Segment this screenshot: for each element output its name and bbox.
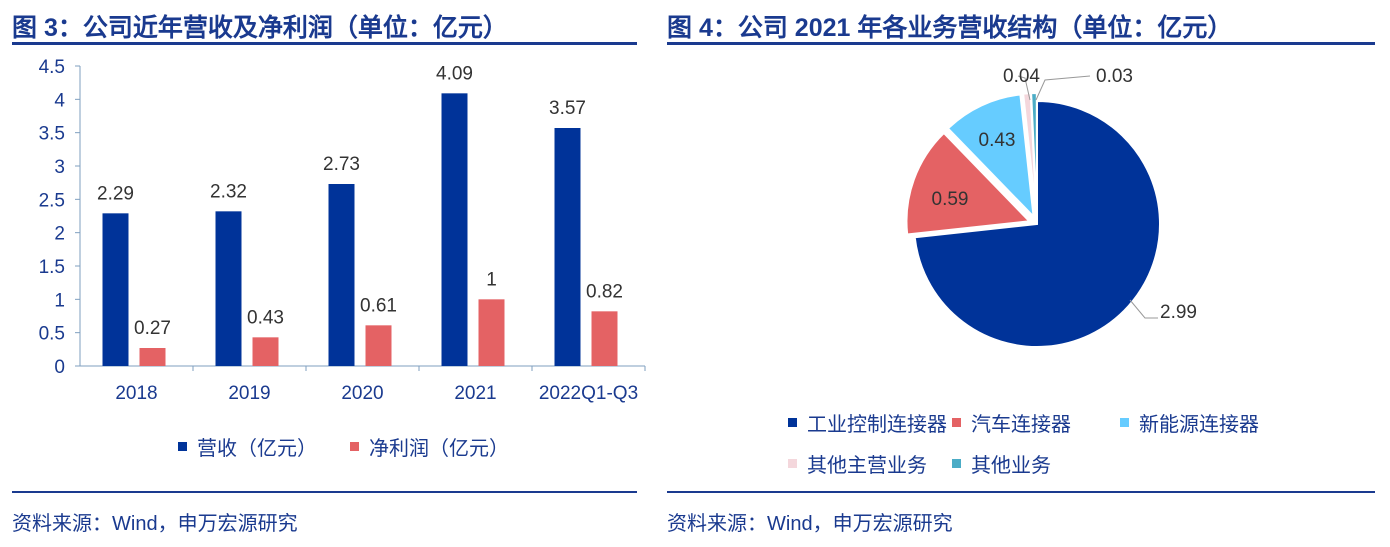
data-label: 2.32	[210, 181, 247, 202]
x-tick-label: 2018	[115, 383, 157, 404]
bar-revenue	[102, 213, 129, 366]
data-label: 0.43	[247, 307, 284, 328]
data-label: 2.73	[323, 154, 360, 175]
legend-swatch	[350, 442, 359, 451]
bar-revenue	[554, 128, 581, 366]
leader-line	[1129, 299, 1158, 319]
legend-label: 营收（亿元）	[197, 438, 317, 460]
y-tick-label: 0	[54, 357, 65, 378]
source-note: 资料来源：Wind，申万宏源研究	[12, 513, 298, 535]
data-label: 2.29	[97, 183, 134, 204]
data-label: 1	[486, 269, 497, 290]
legend-label: 汽车连接器	[971, 414, 1071, 436]
y-tick-label: 2	[54, 224, 65, 245]
bar-revenue	[328, 184, 355, 366]
y-tick-label: 1	[54, 290, 65, 311]
data-label: 0.59	[932, 189, 969, 210]
pie-slice-1	[905, 131, 1032, 236]
y-tick-label: 3	[54, 157, 65, 178]
legend-item-profit: 净利润（亿元）	[350, 432, 509, 461]
legend-label: 新能源连接器	[1139, 414, 1259, 436]
legend-label: 其他主营业务	[807, 455, 927, 477]
bar-chart-title: 图 3：公司近年营收及净利润（单位：亿元）	[12, 14, 508, 42]
data-label: 0.27	[134, 318, 171, 339]
y-tick-label: 2.5	[39, 190, 65, 211]
legend-swatch	[178, 442, 187, 451]
bar-profit	[139, 348, 166, 366]
source-note: 资料来源：Wind，申万宏源研究	[667, 513, 953, 535]
x-tick-label: 2022Q1-Q3	[539, 383, 638, 404]
data-label: 0.61	[360, 295, 397, 316]
legend-item-2: 新能源连接器	[1120, 408, 1259, 437]
pie-chart-title: 图 4：公司 2021 年各业务营收结构（单位：亿元）	[667, 14, 1233, 42]
legend-item-0: 工业控制连接器	[788, 408, 947, 437]
bar-profit	[591, 311, 618, 366]
data-label: 0.43	[979, 130, 1016, 151]
legend-label: 其他业务	[971, 455, 1051, 477]
legend-item-3: 其他主营业务	[788, 449, 927, 478]
data-label: 0.82	[586, 281, 623, 302]
y-tick-label: 3.5	[39, 124, 65, 145]
bar-profit	[478, 299, 505, 366]
legend-item-4: 其他业务	[952, 449, 1051, 478]
y-tick-label: 1.5	[39, 257, 65, 278]
y-tick-label: 4.5	[39, 57, 65, 78]
title-rule	[12, 42, 637, 45]
bar-revenue	[215, 211, 242, 366]
legend-label: 净利润（亿元）	[369, 438, 509, 460]
x-tick-label: 2019	[228, 383, 270, 404]
bar-revenue	[441, 93, 468, 366]
leader-line	[1035, 75, 1091, 101]
pie-slice-2	[946, 93, 1035, 220]
leader-line	[1017, 75, 1031, 101]
footer-rule	[667, 491, 1375, 493]
x-tick-label: 2020	[341, 383, 383, 404]
footer-rule	[12, 491, 637, 493]
title-rule	[667, 42, 1375, 45]
legend-item-1: 汽车连接器	[952, 408, 1071, 437]
bar-profit	[365, 325, 392, 366]
bar-profit	[252, 337, 279, 366]
pie-slice-4	[1030, 92, 1038, 217]
legend-item-revenue: 营收（亿元）	[178, 432, 317, 461]
data-label: 2.99	[1160, 302, 1197, 323]
y-tick-label: 4	[54, 90, 65, 111]
legend-label: 工业控制连接器	[807, 414, 947, 436]
x-tick-label: 2021	[454, 383, 496, 404]
data-label: 3.57	[549, 98, 586, 119]
pie-slice-0	[913, 99, 1161, 348]
y-tick-label: 0.5	[39, 324, 65, 345]
data-label: 4.09	[436, 63, 473, 84]
data-label: 0.03	[1096, 66, 1133, 87]
data-label: 0.04	[1003, 66, 1040, 87]
